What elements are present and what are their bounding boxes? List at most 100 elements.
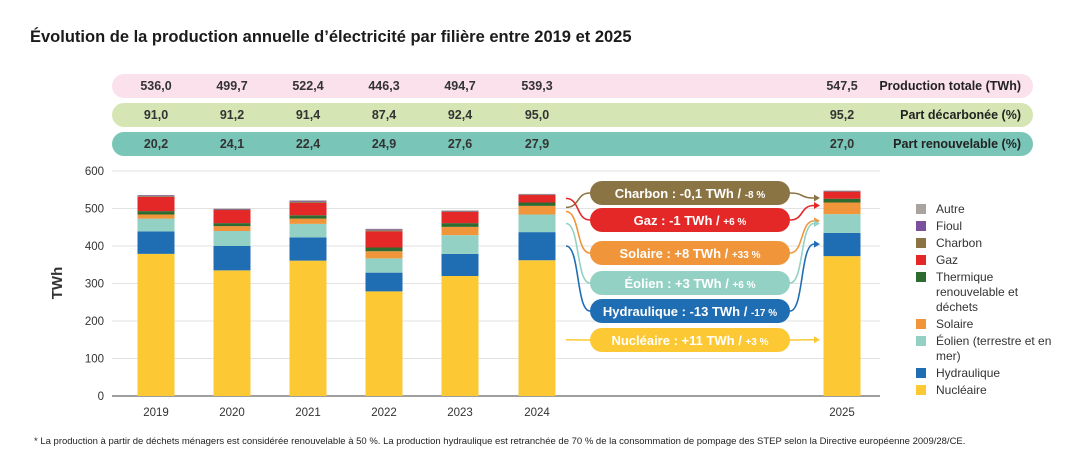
bar-segment	[365, 229, 403, 231]
bar-segment	[365, 272, 403, 292]
band-value: 20,2	[143, 137, 169, 151]
bar-segment	[137, 196, 175, 212]
band-value: 91,4	[295, 108, 321, 122]
band-value: 27,9	[524, 137, 550, 151]
legend-item: Solaire	[916, 317, 1056, 332]
x-tick-label: 2019	[143, 407, 169, 419]
annotation-connector	[565, 197, 815, 221]
bar-segment	[137, 196, 175, 197]
bar-segment	[289, 201, 327, 203]
band-value: 494,7	[444, 79, 476, 93]
bar-segment	[289, 218, 327, 224]
bar-segment	[518, 194, 556, 195]
band-value: 91,2	[219, 108, 245, 122]
annotation-label: Hydraulique : -13 TWh / -17 %	[603, 304, 777, 319]
chart-legend: Autre Fioul Charbon Gaz Thermique renouvelab…	[916, 202, 1086, 400]
bar-segment	[441, 235, 479, 254]
bar-segment	[213, 210, 251, 224]
annotation-label: Nucléaire : +11 TWh / +3 %	[611, 333, 768, 348]
bar-segment	[441, 211, 479, 212]
annotation-pill	[590, 271, 790, 295]
band-value: 522,4	[292, 79, 324, 93]
annotation-pill	[590, 328, 790, 352]
footnote: * La production à partir de déchets ména…	[34, 436, 966, 447]
legend-swatch	[916, 319, 926, 329]
bar-segment	[441, 276, 479, 396]
bar-segment	[137, 253, 175, 396]
legend-swatch	[916, 385, 926, 395]
bar-segment	[365, 231, 403, 248]
bar-segment	[365, 258, 403, 273]
bar-segment	[137, 218, 175, 232]
band-value: 24,1	[219, 137, 245, 151]
band-value: 547,5	[826, 79, 858, 93]
annotation-pill	[590, 208, 790, 232]
bar-segment	[213, 231, 251, 246]
annotation-connector	[565, 192, 815, 209]
annotation-arrowhead	[814, 240, 820, 248]
bar-segment	[213, 270, 251, 396]
bar-segment	[289, 200, 327, 201]
bar-segment	[518, 194, 556, 196]
annotation-label: Gaz : -1 TWh / +6 %	[634, 213, 747, 228]
y-tick-label: 200	[85, 316, 104, 328]
bar-segment	[518, 202, 556, 206]
bar-segment	[823, 214, 861, 233]
bar-segment	[823, 202, 861, 215]
legend-item: Fioul	[916, 219, 1056, 234]
legend-item: Autre	[916, 202, 1056, 217]
band-value: 22,4	[295, 137, 321, 151]
summary-band-2: 20,2 24,1 22,4 24,9 27,6 27,9 27,0 Part renouve…	[112, 132, 1033, 156]
bar-segment	[289, 237, 327, 261]
bar-segment	[289, 215, 327, 219]
legend-item: Hydraulique	[916, 366, 1056, 381]
bar-segment	[213, 209, 251, 211]
legend-label: Solaire	[936, 317, 974, 331]
bar-segment	[518, 205, 556, 215]
band-value: 87,4	[371, 108, 397, 122]
legend-label: Fioul	[936, 219, 963, 233]
bar-segment	[518, 193, 556, 195]
y-tick-label: 600	[85, 166, 104, 178]
legend-item: Thermique renouvelable et déchets	[916, 270, 1056, 315]
bar-segment	[518, 260, 556, 396]
legend-label: Gaz	[936, 253, 959, 267]
legend-swatch	[916, 368, 926, 378]
band-value: 95,2	[829, 108, 855, 122]
x-tick-label: 2020	[219, 407, 245, 419]
legend-item: Gaz	[916, 253, 1056, 268]
legend-item: Charbon	[916, 236, 1056, 251]
y-tick-label: 100	[85, 354, 104, 366]
y-axis-label: TWh	[49, 267, 66, 299]
band-value: 24,9	[371, 137, 397, 151]
bar-segment	[137, 195, 175, 197]
annotation-arrowhead	[814, 217, 820, 225]
legend-swatch	[916, 255, 926, 265]
band-value: 499,7	[216, 79, 248, 93]
legend-label: Hydraulique	[936, 366, 1001, 380]
y-tick-label: 400	[85, 241, 104, 253]
annotation-connector	[565, 222, 815, 284]
bar-segment	[289, 223, 327, 238]
band-value: 91,0	[143, 108, 169, 122]
bar-segment	[213, 223, 251, 227]
bar-segment	[365, 230, 403, 232]
x-tick-label: 2023	[447, 407, 473, 419]
summary-band-1: 91,0 91,2 91,4 87,4 92,4 95,0 95,2 Part décarbo…	[112, 103, 1033, 127]
annotation-connector	[565, 243, 815, 312]
legend-label: Nucléaire	[936, 383, 987, 397]
legend-swatch	[916, 221, 926, 231]
bar-segment	[823, 190, 861, 191]
bar-segment	[365, 291, 403, 396]
bar-segment	[441, 223, 479, 227]
annotation-label: Éolien : +3 TWh / +6 %	[624, 276, 755, 291]
bar-segment	[441, 226, 479, 236]
legend-label: Thermique renouvelable et déchets	[936, 270, 1019, 314]
annotation-connector	[565, 210, 815, 254]
bar-segment	[213, 246, 251, 271]
bar-segment	[137, 211, 175, 215]
bar-segment	[365, 247, 403, 252]
legend-label: Éolien (terrestre et en mer)	[936, 334, 1052, 363]
annotation-pill	[590, 299, 790, 323]
